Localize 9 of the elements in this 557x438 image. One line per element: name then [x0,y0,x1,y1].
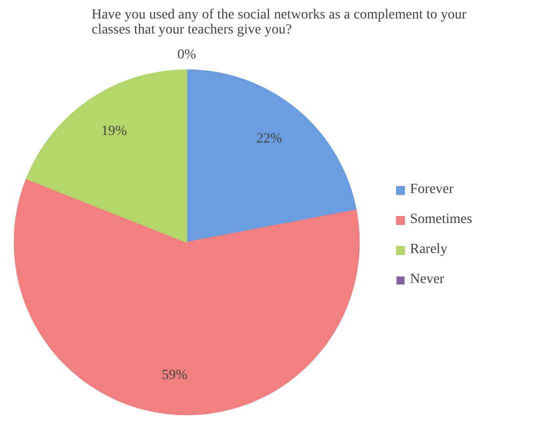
chart-title: Have you used any of the social networks as a complement to your classes that your teachers give you? [92,8,467,38]
legend-label: Never [410,272,444,288]
data-label: 59% [162,368,188,383]
legend-label: Rarely [410,242,448,258]
legend-label: Sometimes [410,212,472,228]
data-label: 19% [101,124,128,140]
legend-label: Forever [410,182,454,198]
data-label: 22% [256,132,282,147]
text: 0% [177,47,196,62]
